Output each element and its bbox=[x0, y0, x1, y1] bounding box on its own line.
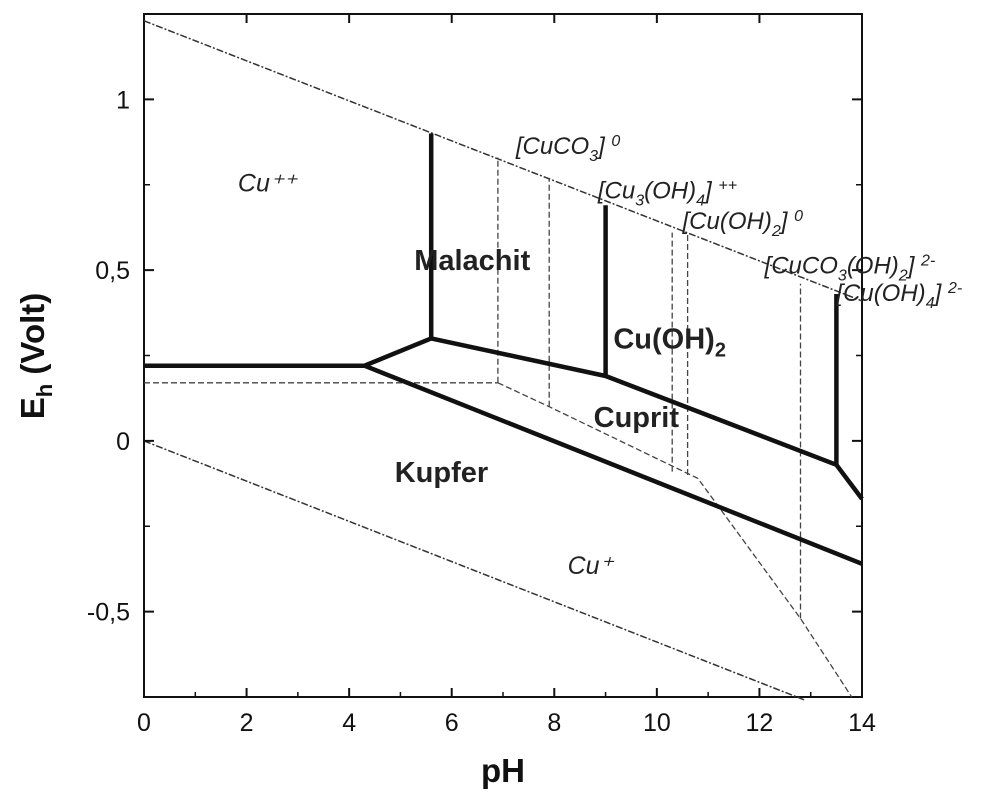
species-label-part: 2- bbox=[920, 253, 935, 270]
x-tick-label: 6 bbox=[445, 709, 459, 737]
species-label-part: ++ bbox=[718, 177, 737, 194]
species-label-part: [Cu(OH) bbox=[835, 280, 925, 307]
y-axis-title-main: E bbox=[14, 397, 51, 419]
species-label-part: [Cu bbox=[597, 177, 635, 204]
species-label-part: (OH) bbox=[847, 253, 899, 280]
species-label-part: [CuCO bbox=[764, 253, 838, 280]
y-axis-title: Eh (Volt) bbox=[14, 293, 57, 420]
y-axis-ticks: 1 0,5 0 -0,5 bbox=[87, 13, 862, 627]
x-tick-label: 12 bbox=[746, 709, 774, 737]
species-labels: [CuCO3] 0[Cu3(OH)4] ++[Cu(OH)2] 0[CuCO3(… bbox=[515, 133, 962, 312]
species-label: [CuCO3] 0 bbox=[515, 133, 621, 165]
y-tick-label: 1 bbox=[116, 86, 130, 114]
y-tick-label: 0 bbox=[116, 428, 130, 456]
x-tick-label: 14 bbox=[848, 709, 876, 737]
x-axis-ticks: 0 2 4 6 8 10 12 14 bbox=[137, 14, 876, 737]
region-label-cuoh2: Cu(OH)2 bbox=[613, 324, 726, 362]
solid-boundary-1 bbox=[363, 363, 863, 566]
species-label-part: 3 bbox=[589, 148, 598, 165]
x-tick-label: 8 bbox=[547, 709, 561, 737]
species-label-part: 2 bbox=[771, 223, 781, 240]
species-label-part: 4 bbox=[926, 295, 935, 312]
species-label-part: ] bbox=[596, 133, 611, 160]
water-stability-lines bbox=[143, 20, 863, 702]
solid-boundary-0 bbox=[144, 336, 864, 501]
x-axis-title: pH bbox=[481, 752, 525, 789]
water-line-lower bbox=[143, 440, 806, 702]
species-label-part: (OH) bbox=[644, 177, 696, 204]
water-line-upper bbox=[143, 20, 863, 302]
species-label-part: 2 bbox=[898, 268, 908, 285]
region-label: Cu⁺⁺ bbox=[238, 170, 298, 198]
x-tick-label: 2 bbox=[240, 709, 254, 737]
x-tick-label: 4 bbox=[342, 709, 356, 737]
region-label-cuoh2-sub: 2 bbox=[715, 340, 726, 362]
solid-boundaries bbox=[144, 133, 864, 566]
region-label: Cuprit bbox=[594, 402, 680, 434]
x-tick-label: 0 bbox=[137, 709, 151, 737]
species-label: [Cu(OH)4] 2- bbox=[835, 280, 962, 312]
species-label-part: ] bbox=[933, 280, 948, 307]
species-label: [CuCO3(OH)2] 2- bbox=[764, 253, 936, 285]
species-label-part: ] bbox=[703, 177, 718, 204]
region-labels: Cu⁺⁺ Malachit Cuprit Kupfer Cu⁺ Cu(OH)2 bbox=[238, 170, 726, 580]
species-label-part: [CuCO bbox=[515, 133, 589, 160]
species-label-part: ] bbox=[779, 208, 794, 235]
species-label-part: 4 bbox=[696, 192, 705, 209]
y-axis-title-sub: h bbox=[32, 384, 57, 397]
species-label-part: 3 bbox=[838, 268, 847, 285]
region-label: Kupfer bbox=[395, 457, 488, 489]
y-axis-title-rest: (Volt) bbox=[14, 293, 51, 384]
species-label-part: [Cu(OH) bbox=[682, 208, 772, 235]
region-label: Malachit bbox=[414, 245, 530, 277]
species-label: [Cu(OH)2] 0 bbox=[682, 208, 804, 240]
dashed-boundary-1 bbox=[497, 382, 853, 698]
species-label-part: 2- bbox=[947, 280, 962, 297]
species-label-part: 0 bbox=[794, 208, 803, 225]
species-label-part: ] bbox=[906, 253, 921, 280]
species-label-part: 3 bbox=[635, 192, 644, 209]
species-label-part: 0 bbox=[611, 133, 620, 150]
species-label: [Cu3(OH)4] ++ bbox=[597, 177, 737, 209]
x-tick-label: 10 bbox=[643, 709, 671, 737]
y-tick-label: 0,5 bbox=[95, 257, 130, 285]
region-label: Cu⁺ bbox=[568, 552, 615, 580]
y-tick-label: -0,5 bbox=[87, 599, 130, 627]
dashed-boundaries bbox=[144, 157, 853, 698]
region-label-cuoh2-main: Cu(OH) bbox=[613, 324, 714, 356]
